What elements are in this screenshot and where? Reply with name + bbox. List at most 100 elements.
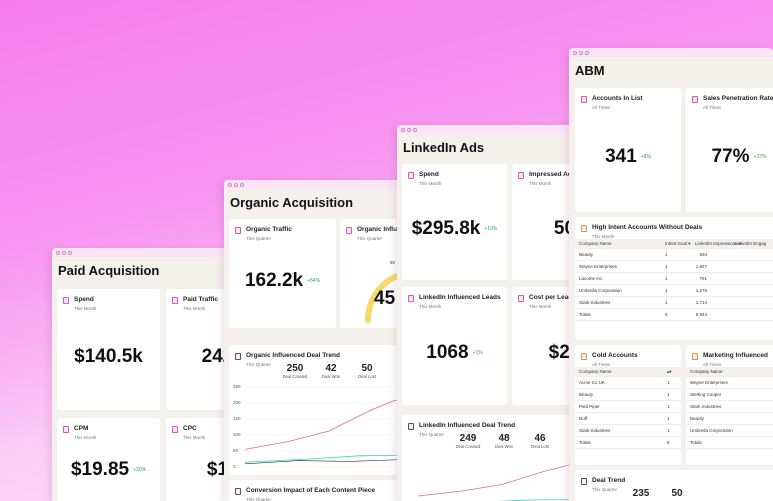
card-icon bbox=[235, 353, 241, 360]
stat-label: Deal Created bbox=[455, 444, 481, 449]
table-row: Totals 5 bbox=[575, 437, 681, 449]
card-icon bbox=[581, 225, 587, 232]
window-bar bbox=[569, 48, 773, 57]
table-header: Company Name bbox=[686, 367, 773, 377]
card-period: This Month bbox=[183, 434, 206, 440]
table-cell: Wayne Enterprises bbox=[690, 380, 728, 385]
metric-row: 1068 +1% bbox=[402, 342, 507, 364]
window-dot bbox=[413, 127, 417, 132]
metric-row: $295.8k +10% bbox=[402, 218, 507, 240]
metric-change: +37% bbox=[753, 154, 767, 160]
stat-label: Deal Won bbox=[321, 374, 341, 379]
card-title-text: High Intent Accounts Without Deals bbox=[592, 224, 703, 231]
table-cell: Stark Industries bbox=[579, 300, 611, 305]
y-tick-label: 250 bbox=[233, 384, 241, 389]
table-cell: Totals bbox=[579, 440, 591, 445]
card-period: All Times bbox=[703, 361, 722, 367]
card-period: This Quarter bbox=[246, 361, 272, 367]
card-icon bbox=[692, 353, 698, 360]
metric-card: Spend This Month $295.8k +10% bbox=[402, 164, 507, 280]
table-row: Duff 1 bbox=[575, 413, 681, 425]
table-cell: Beauty bbox=[579, 392, 594, 397]
metric-row: 77% +37% bbox=[686, 146, 773, 168]
table-row: Umbrella Corporation bbox=[686, 425, 773, 437]
card-title-text: Paid Traffic bbox=[183, 296, 219, 303]
card-title: High Intent Accounts Without Deals This M… bbox=[592, 224, 773, 240]
table-row: Stark Industries bbox=[686, 401, 773, 413]
stat-label: Deal Created bbox=[282, 374, 308, 379]
card-period: All Times bbox=[592, 361, 611, 367]
table-card: Marketing Influenced All Times Company Nam… bbox=[686, 345, 773, 465]
metric-value: 162.2k bbox=[244, 269, 304, 291]
card-title: CPM This Month bbox=[74, 425, 156, 441]
table-cell: 934 bbox=[699, 252, 707, 257]
window-title: LinkedIn Ads bbox=[403, 140, 485, 155]
card-title-text: Cost per Lead bbox=[529, 294, 573, 301]
stat-label: Deal Won bbox=[494, 444, 514, 449]
card-title: Paid Traffic This Month bbox=[183, 296, 265, 312]
metric-change: +10% bbox=[484, 226, 498, 232]
card-period: This Quarter bbox=[592, 486, 618, 492]
stat-value: 46 bbox=[534, 433, 546, 444]
window-title: Organic Acquisition bbox=[230, 195, 354, 210]
card-title-text: Accounts In List bbox=[592, 95, 643, 102]
table-cell: 1 bbox=[665, 276, 668, 281]
metric-card: CPM This Month $19.85 +20% bbox=[57, 418, 160, 501]
metric-row: $1 bbox=[166, 459, 269, 481]
card-period: This Month bbox=[183, 305, 206, 311]
card-title: CPC This Month bbox=[183, 425, 265, 441]
window-dot bbox=[56, 250, 60, 255]
plot bbox=[244, 386, 419, 468]
card-period: This Quarter bbox=[357, 235, 383, 241]
stat-value: 50 bbox=[361, 363, 373, 374]
y-tick-label: 100 bbox=[233, 432, 241, 437]
table-row: Stark Industries 1 1,714 bbox=[575, 297, 773, 309]
stat: 50 Deal Lost bbox=[347, 363, 387, 379]
stat-value: 42 bbox=[325, 363, 337, 374]
metric-card: Organic Traffic This Quarter 162.2k +54% bbox=[229, 219, 336, 328]
dashboard-window: LinkedIn Ads Spend This Month $295.8k +10% Im… bbox=[397, 125, 587, 501]
stat-value: 249 bbox=[459, 433, 477, 444]
card-title-text: CPM bbox=[74, 425, 89, 432]
column-header: Intent Goal ▾ bbox=[665, 240, 691, 246]
card-period: This Month bbox=[529, 180, 552, 186]
y-tick-label: 200 bbox=[233, 400, 241, 405]
card-title-text: Deal Trend bbox=[592, 477, 626, 484]
card-icon bbox=[63, 426, 69, 433]
column-header: Company Name bbox=[579, 241, 612, 246]
trend-line bbox=[244, 454, 419, 463]
card-icon bbox=[346, 227, 352, 234]
table-cell: Duff bbox=[579, 416, 588, 421]
window-bar bbox=[397, 125, 587, 134]
card-period: This Month bbox=[419, 180, 442, 186]
card-title: LinkedIn Influenced Deal Trend This Quart… bbox=[419, 422, 578, 438]
column-header: LinkedIn Engag bbox=[735, 241, 767, 246]
stat-value: 250 bbox=[286, 363, 304, 374]
metric-row: $19.85 +20% bbox=[57, 459, 160, 481]
column-header: Company Name bbox=[579, 369, 612, 374]
card-title-text: Spend bbox=[74, 296, 94, 303]
card-title-text: LinkedIn Influenced Deal Trend bbox=[419, 422, 516, 429]
metric-value: $19.85 bbox=[70, 459, 130, 480]
table-cell: 5 bbox=[665, 312, 668, 317]
table-cell: 1,827 bbox=[695, 264, 707, 269]
card-title-text: Organic Influenced Leads bbox=[357, 226, 424, 233]
table-cell: Acme Co UK bbox=[579, 380, 606, 385]
table-row: Beauty 1 bbox=[575, 389, 681, 401]
stat: 50 bbox=[657, 488, 697, 499]
window-dot bbox=[585, 50, 589, 55]
card-icon bbox=[235, 488, 241, 495]
metric-value: $295.8k bbox=[411, 218, 481, 239]
table-cell: 1 bbox=[667, 404, 670, 409]
card-icon bbox=[172, 297, 178, 304]
card-icon bbox=[518, 172, 524, 179]
table-cell: Beauty bbox=[690, 416, 705, 421]
table-cell: 1 bbox=[667, 380, 670, 385]
table-cell: 1 bbox=[665, 264, 668, 269]
table-row: Wayne Enterprises bbox=[686, 377, 773, 389]
table-row: Pied Piper 1 bbox=[575, 401, 681, 413]
card-period: This Month bbox=[74, 434, 97, 440]
table-row: Sterling Cooper bbox=[686, 389, 773, 401]
card-title: Conversion Impact of Each Content Piece T… bbox=[246, 487, 415, 501]
table-cell: Sterling Cooper bbox=[690, 392, 722, 397]
